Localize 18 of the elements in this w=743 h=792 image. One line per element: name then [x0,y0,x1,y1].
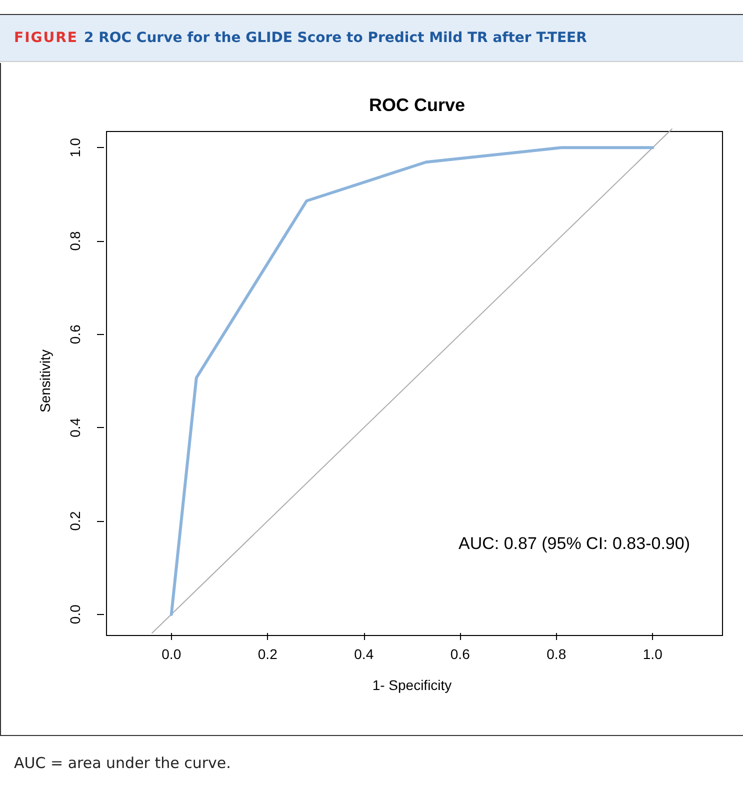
text: AUC = area under the curve. [0,735,743,790]
y-tick-label: 0.2 [67,511,83,531]
x-tick-label: 0.8 [546,646,566,662]
x-tick-label: 0.4 [354,646,374,662]
x-tick-label: 1.0 [642,646,663,662]
x-tick-label: 0.2 [258,646,278,662]
chart-title: FIGURE 2 ROC Curve for the GLIDE Score to Predict Mild TR after T-TEER [0,15,743,62]
x-axis-title: 1- Specificity [372,677,452,693]
y-tick-label: 0.8 [67,231,83,251]
annotation: AUC: 0.87 (95% CI: 0.83-0.90) [458,534,690,553]
chart-subtitle: ROC Curve [368,95,466,115]
x-tick-label: 0.6 [450,646,470,662]
y-tick-label: 0.4 [67,418,83,438]
x-tick-label: 0.0 [162,646,182,662]
y-axis-title: Sensitivity [37,349,53,413]
y-tick-label: 1.0 [67,138,83,158]
y-tick-label: 0.0 [67,604,83,624]
y-tick-label: 0.6 [67,324,83,344]
